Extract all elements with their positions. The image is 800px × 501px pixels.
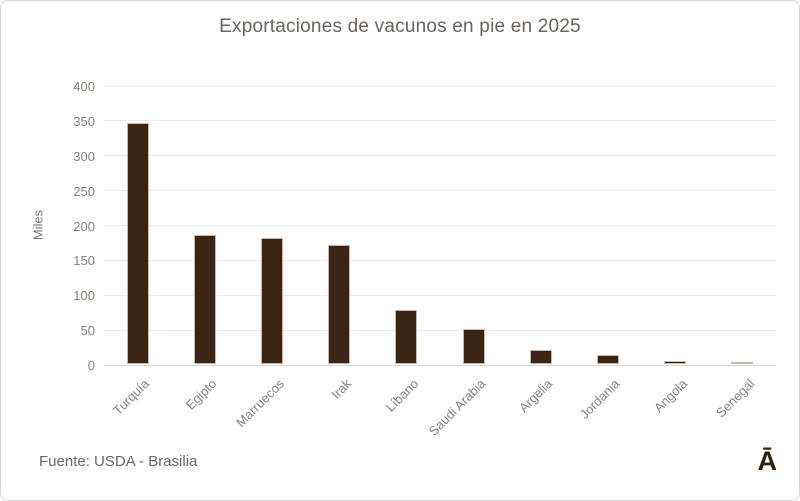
y-tick-label: 400 [73,79,95,94]
bar-irak [328,245,351,364]
x-category-label: Angola [650,376,690,416]
bar-saudi-arabia [462,329,485,364]
x-category-label: Jordania [576,376,623,422]
x-category-label: Senegal [712,376,757,421]
gridline [104,190,776,192]
x-category-label: Egipto [182,376,220,413]
source-note: Fuente: USDA - Brasilia [39,453,198,470]
gridline [104,155,776,157]
bar-marruecos [261,238,283,364]
gridline [104,85,776,87]
y-tick-label: 100 [73,288,95,304]
y-tick-label: 350 [73,113,95,129]
bar-argelia [529,350,552,364]
x-category-label: Marruecos [232,376,287,431]
y-tick-label: 150 [73,253,95,269]
y-axis-title: Miles [30,209,46,241]
bar-egipto [193,234,216,364]
gridline [104,259,776,261]
y-tick-label: 250 [73,183,95,199]
bar-senegal [731,362,754,364]
x-axis-line [104,364,776,366]
bar-líbano [395,310,418,364]
x-category-label: Irak [327,376,354,402]
y-tick-label: 50 [80,323,95,339]
gridline [104,225,776,226]
x-category-label: Saudi Arabia [425,376,489,439]
brand-logo: Ā [757,446,778,476]
bar-jordania [597,354,619,364]
gridline [104,294,776,296]
chart-title: Exportaciones de vacunos en pie en 2025 [219,16,581,37]
x-category-label: Argelia [516,376,556,416]
bar-turquía [126,123,149,364]
bar-angola [664,361,687,364]
gridline [104,329,776,331]
x-category-label: Líbano [382,376,421,415]
y-tick-label: 200 [73,218,95,234]
plot-area: 0 50 100 150 200 250 300 350 400 Turquía Egipto Mar… [73,79,776,439]
y-tick-label: 0 [87,358,95,373]
x-category-label: Turquía [110,376,153,418]
y-tick-label: 300 [73,148,95,164]
gridline [104,120,776,122]
